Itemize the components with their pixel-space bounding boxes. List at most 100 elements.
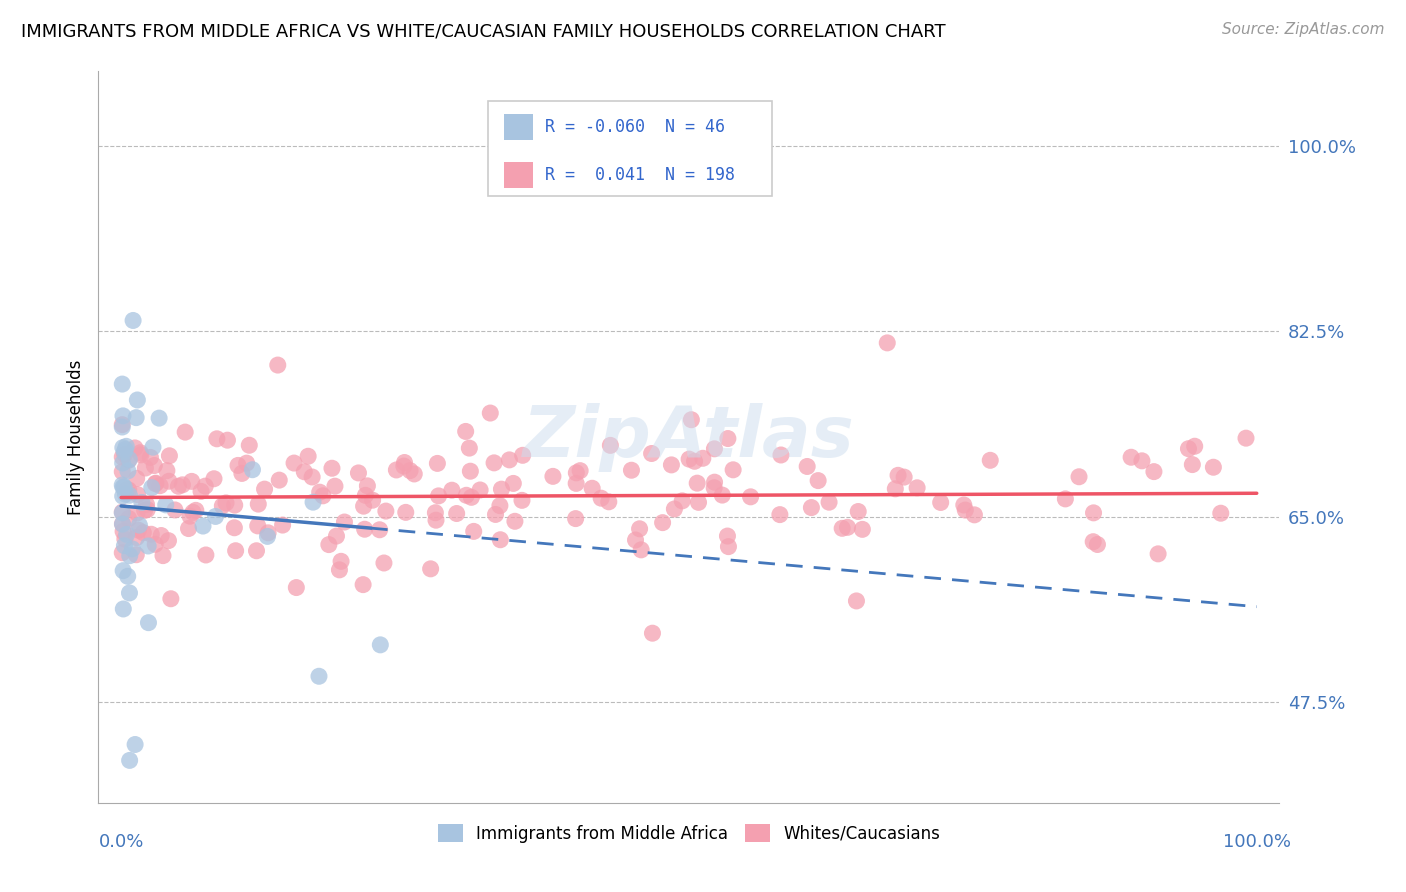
Point [703,442,725,456]
Point [118,453,141,467]
Point [454,425,477,439]
Point [565,466,588,480]
Point [356,479,378,493]
Point [217,433,239,447]
Point [678,452,700,467]
Point [489,533,512,547]
Point [156,464,179,478]
Point [118,483,141,497]
Point [111,489,134,503]
Point [112,524,135,539]
Point [1147,547,1170,561]
Point [246,519,269,533]
Point [1083,506,1105,520]
Point [354,488,377,502]
Point [1184,439,1206,453]
Point [269,473,291,487]
Point [141,527,163,541]
Point [135,498,157,512]
Point [963,508,986,522]
Point [321,461,343,475]
Point [190,484,212,499]
Point [952,498,974,512]
Point [111,441,134,455]
Point [686,476,709,491]
Point [285,581,308,595]
Point [333,515,356,529]
Point [114,447,136,461]
Point [247,497,270,511]
Point [446,507,468,521]
Legend: Immigrants from Middle Africa, Whites/Caucasians: Immigrants from Middle Africa, Whites/Ca… [432,818,946,849]
Point [177,522,200,536]
Point [1202,460,1225,475]
Point [152,549,174,563]
Point [267,358,290,372]
Point [312,489,335,503]
Point [118,753,141,767]
Point [111,417,134,432]
Point [184,503,207,517]
Point [118,586,141,600]
Point [1083,534,1105,549]
Point [769,508,792,522]
Point [125,548,148,562]
Point [426,457,449,471]
Point [1087,537,1109,551]
Point [628,522,651,536]
Point [245,543,267,558]
Point [117,464,139,478]
Point [141,481,163,495]
Point [846,504,869,518]
Point [683,454,706,468]
Point [157,475,180,489]
Point [121,541,143,556]
Point [256,529,278,543]
Point [191,519,214,533]
Point [134,461,156,475]
Point [308,669,330,683]
Point [711,488,734,502]
Point [114,487,136,501]
Point [138,615,160,630]
Point [142,440,165,454]
Point [125,410,148,425]
Point [1054,491,1077,506]
Point [111,505,134,519]
Point [118,452,141,467]
Point [876,335,898,350]
Point [318,538,340,552]
Bar [503,162,533,187]
Point [640,446,662,460]
Point [115,439,138,453]
Point [458,441,481,455]
Point [598,495,620,509]
Point [1130,454,1153,468]
Point [717,432,740,446]
Point [541,469,564,483]
Point [174,425,197,439]
Point [155,498,177,512]
Point [271,518,294,533]
Point [111,450,134,464]
Point [498,453,520,467]
Point [800,500,823,515]
Point [328,563,350,577]
Point [884,482,907,496]
Text: ZipAtlas: ZipAtlas [523,402,855,472]
Point [114,442,136,457]
Point [716,529,738,543]
Point [681,413,703,427]
Point [160,591,183,606]
Point [845,594,868,608]
Point [224,498,246,512]
Point [112,602,135,616]
Point [148,411,170,425]
Point [807,474,830,488]
Point [591,491,613,506]
Point [394,455,416,469]
Point [347,466,370,480]
Point [111,517,134,532]
Text: IMMIGRANTS FROM MIDDLE AFRICA VS WHITE/CAUCASIAN FAMILY HOUSEHOLDS CORRELATION C: IMMIGRANTS FROM MIDDLE AFRICA VS WHITE/C… [21,22,946,40]
Point [1209,506,1232,520]
